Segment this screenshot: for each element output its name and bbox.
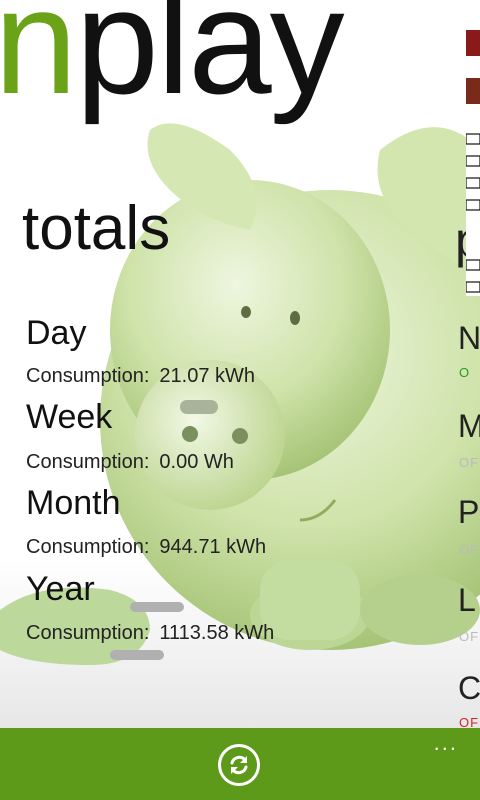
consumption-year: Consumption: 1113.58 kWh [26,623,274,643]
consumption-value: 944.71 kWh [159,536,267,558]
consumption-value: 21.07 kWh [159,365,256,387]
next-item-5[interactable]: C [458,670,480,706]
next-item-4[interactable]: L [458,582,476,618]
consumption-label: Consumption: [26,622,150,644]
next-item-3[interactable]: P [458,494,480,530]
consumption-day: Consumption: 21.07 kWh [26,366,255,386]
period-day[interactable]: Day [26,314,87,352]
section-title: totals [22,194,171,263]
next-item-2[interactable]: M [458,408,480,444]
panorama-title-accent: n [0,0,77,125]
consumption-month: Consumption: 944.71 kWh [26,537,266,557]
next-item-2-status: OF [459,455,480,470]
next-item-1-status: O [459,365,471,380]
period-month[interactable]: Month [26,484,121,522]
panorama-title: nplay [0,0,345,116]
app-bar: ... [0,728,480,800]
consumption-value: 1113.58 kWh [159,622,275,644]
next-item-3-status: OF [459,542,480,557]
next-item-1[interactable]: N [458,320,480,356]
consumption-value: 0.00 Wh [159,451,234,473]
consumption-label: Consumption: [26,365,150,387]
piggy-bank-illustration [0,123,480,728]
consumption-week: Consumption: 0.00 Wh [26,452,234,472]
device-list-strip [466,126,480,296]
refresh-button[interactable] [218,744,260,786]
panorama-title-text: play [75,0,344,125]
more-options-button[interactable]: ... [433,730,458,755]
consumption-label: Consumption: [26,536,150,558]
device-thumbnail-strip [466,30,480,104]
period-year[interactable]: Year [26,570,95,608]
consumption-label: Consumption: [26,451,150,473]
period-week[interactable]: Week [26,398,113,436]
next-item-4-status: OF [459,629,480,644]
refresh-icon [230,755,248,775]
next-item-5-status: OF [459,715,480,730]
